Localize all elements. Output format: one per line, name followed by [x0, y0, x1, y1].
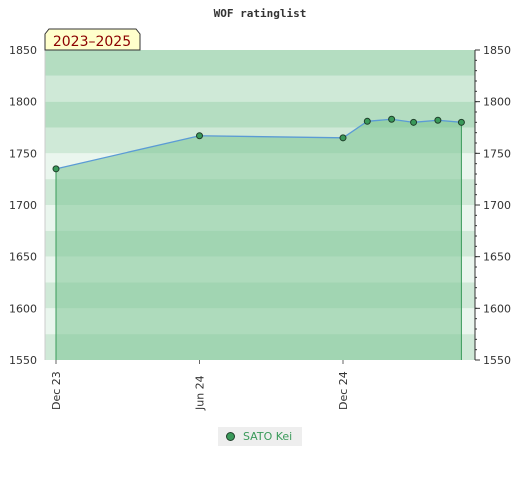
data-point[interactable] — [457, 118, 465, 126]
left-axis: 1550 1600 1650 1700 1750 1800 1850 — [9, 44, 46, 367]
data-point[interactable] — [339, 134, 347, 142]
y-tick-label-right: 1750 — [483, 147, 511, 160]
y-tick-label-left: 1550 — [9, 354, 37, 367]
y-tick-label-left: 1600 — [9, 302, 37, 315]
data-point[interactable] — [410, 118, 418, 126]
y-tick-label-left: 1700 — [9, 199, 37, 212]
x-tick-label: Dec 23 — [50, 371, 63, 410]
period-label: 2023–2025 — [53, 34, 131, 50]
y-tick-label-right: 1850 — [483, 44, 511, 57]
rating-area — [55, 118, 462, 360]
data-points — [52, 115, 465, 173]
legend-label: SATO Kei — [243, 430, 293, 443]
y-tick-label-right: 1650 — [483, 251, 511, 264]
series-line — [55, 118, 462, 170]
y-tick-label-left: 1850 — [9, 44, 37, 57]
period-badge: 2023–2025 — [44, 28, 141, 51]
data-point[interactable] — [52, 165, 60, 173]
data-point[interactable] — [196, 132, 203, 140]
y-tick-label-left: 1750 — [9, 147, 37, 160]
data-point[interactable] — [363, 117, 371, 125]
legend: SATO Kei — [218, 427, 302, 446]
rating-area-fill — [56, 119, 462, 360]
data-point[interactable] — [434, 116, 442, 124]
chart-title: WOF ratinglist — [214, 7, 307, 20]
x-tick-label: Dec 24 — [337, 371, 350, 410]
y-tick-label-right: 1550 — [483, 354, 511, 367]
y-tick-label-left: 1650 — [9, 251, 37, 264]
x-tick-label: Jun 24 — [194, 375, 207, 411]
y-tick-label-right: 1600 — [483, 302, 511, 315]
data-point[interactable] — [388, 115, 396, 123]
x-axis: Dec 23 Jun 24 Dec 24 — [50, 360, 350, 411]
legend-marker-icon — [226, 432, 235, 441]
right-axis: 1550 1600 1650 1700 1750 1800 1850 — [474, 44, 511, 367]
rating-band — [45, 75, 475, 102]
y-tick-label-right: 1800 — [483, 96, 511, 109]
rating-band — [45, 50, 475, 76]
y-tick-label-right: 1700 — [483, 199, 511, 212]
y-tick-label-left: 1800 — [9, 96, 37, 109]
